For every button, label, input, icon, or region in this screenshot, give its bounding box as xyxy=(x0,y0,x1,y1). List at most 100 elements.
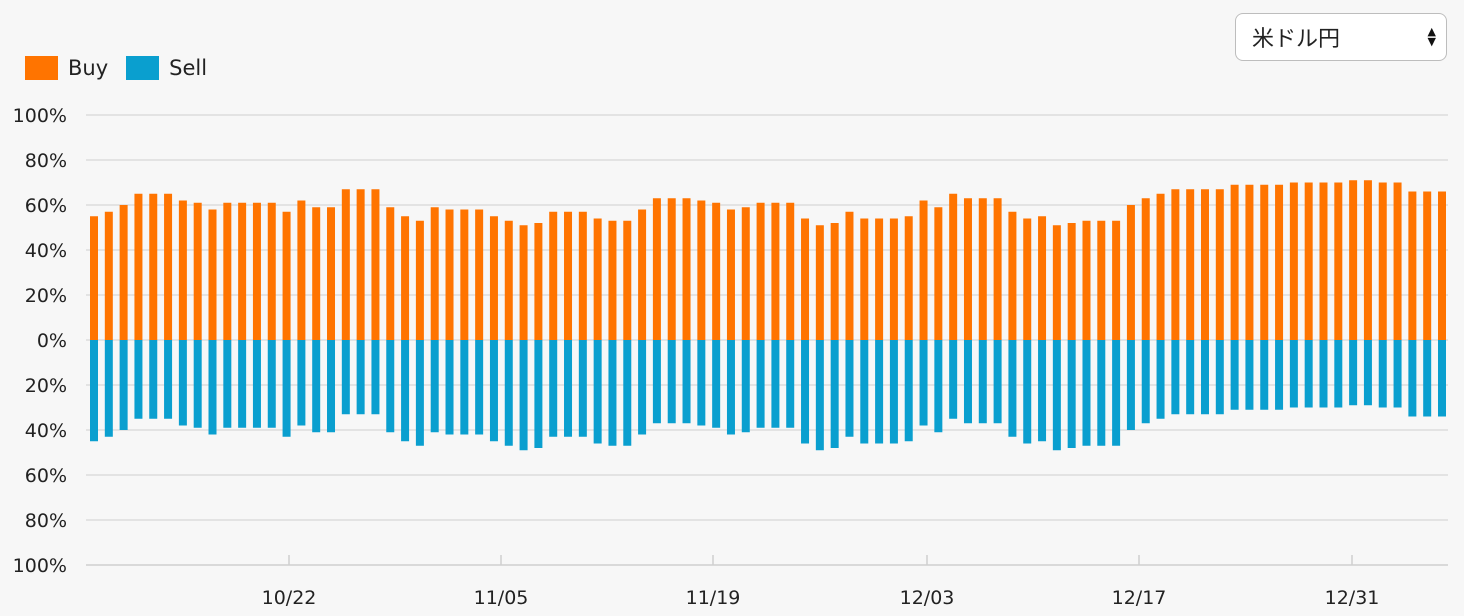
bar-sell xyxy=(1112,340,1121,446)
bar-sell xyxy=(119,340,128,430)
bar-buy xyxy=(312,207,321,340)
bar-sell xyxy=(593,340,602,444)
bar-buy xyxy=(193,202,202,340)
currency-pair-select[interactable]: 米ドル円 ▲ ▼ xyxy=(1235,13,1447,61)
bar-sell xyxy=(1423,340,1432,417)
bar-buy xyxy=(1260,184,1269,340)
bar-buy xyxy=(1393,182,1402,340)
bar-sell xyxy=(652,340,661,424)
bar-sell xyxy=(549,340,558,437)
bar-buy xyxy=(978,198,987,340)
bar-buy xyxy=(297,200,306,340)
bar-sell xyxy=(934,340,943,433)
bar-sell xyxy=(1319,340,1328,408)
bar-buy xyxy=(741,207,750,340)
x-tick-label: 12/03 xyxy=(900,587,955,609)
bar-sell xyxy=(667,340,676,424)
bar-buy xyxy=(623,220,632,340)
bar-buy xyxy=(830,223,839,340)
bar-buy xyxy=(489,216,498,340)
bar-buy xyxy=(726,209,735,340)
bar-sell xyxy=(963,340,972,424)
bar-buy xyxy=(371,189,380,340)
bar-sell xyxy=(475,340,484,435)
bar-buy xyxy=(341,189,350,340)
bar-sell xyxy=(830,340,839,448)
bar-buy xyxy=(801,218,810,340)
bar-buy xyxy=(860,218,869,340)
x-tick-label: 12/17 xyxy=(1112,587,1167,609)
bar-sell xyxy=(489,340,498,442)
bar-buy xyxy=(1245,184,1254,340)
bar-buy xyxy=(845,211,854,340)
bar-sell xyxy=(401,340,410,442)
bar-buy xyxy=(282,211,291,340)
bar-buy xyxy=(327,207,336,340)
bar-buy xyxy=(208,209,217,340)
bar-buy xyxy=(1304,182,1313,340)
bar-buy xyxy=(904,216,913,340)
bar-sell xyxy=(978,340,987,424)
bar-buy xyxy=(667,198,676,340)
bar-sell xyxy=(1275,340,1284,410)
bar-buy xyxy=(1363,180,1372,340)
bar-buy xyxy=(1023,218,1032,340)
bar-buy xyxy=(889,218,898,340)
bar-sell xyxy=(578,340,587,437)
x-tick-label: 10/22 xyxy=(262,587,317,609)
bar-buy xyxy=(401,216,410,340)
bar-sell xyxy=(1126,340,1135,430)
y-tick-label: 60% xyxy=(25,195,67,217)
bar-sell xyxy=(504,340,513,446)
bar-sell xyxy=(875,340,884,444)
bar-sell xyxy=(178,340,187,426)
bar-sell xyxy=(534,340,543,448)
bar-buy xyxy=(223,202,232,340)
bar-sell xyxy=(860,340,869,444)
x-tick-label: 11/19 xyxy=(686,587,741,609)
bar-buy xyxy=(1082,220,1091,340)
bar-sell xyxy=(993,340,1002,424)
bar-buy xyxy=(949,193,958,340)
bar-sell xyxy=(1289,340,1298,408)
bar-sell xyxy=(1186,340,1195,415)
bar-sell xyxy=(741,340,750,433)
bar-sell xyxy=(623,340,632,446)
bar-sell xyxy=(1349,340,1358,406)
bar-sell xyxy=(1304,340,1313,408)
bar-sell xyxy=(386,340,395,433)
y-tick-label: 40% xyxy=(25,420,67,442)
y-tick-label: 0% xyxy=(37,330,67,352)
bar-buy xyxy=(1052,225,1061,340)
bar-buy xyxy=(1008,211,1017,340)
legend-swatch-sell xyxy=(126,56,160,80)
bar-sell xyxy=(1260,340,1269,410)
bar-sell xyxy=(608,340,617,446)
y-tick-label: 100% xyxy=(13,555,67,577)
bar-buy xyxy=(815,225,824,340)
bar-buy xyxy=(771,202,780,340)
y-tick-label: 60% xyxy=(25,465,67,487)
bar-sell xyxy=(564,340,573,437)
bar-sell xyxy=(889,340,898,444)
bar-sell xyxy=(1067,340,1076,448)
bar-buy xyxy=(993,198,1002,340)
bar-sell xyxy=(223,340,232,428)
bar-sell xyxy=(1378,340,1387,408)
y-tick-label: 80% xyxy=(25,150,67,172)
bar-sell xyxy=(1408,340,1417,417)
bar-sell xyxy=(1363,340,1372,406)
x-tick-label: 11/05 xyxy=(474,587,529,609)
bar-buy xyxy=(1408,191,1417,340)
bar-sell xyxy=(445,340,454,435)
bar-buy xyxy=(1126,205,1135,340)
bar-buy xyxy=(1275,184,1284,340)
legend-item-sell: Sell xyxy=(126,56,207,80)
bar-sell xyxy=(756,340,765,428)
bar-sell xyxy=(845,340,854,437)
bar-buy xyxy=(164,193,173,340)
bar-buy xyxy=(638,209,647,340)
bar-sell xyxy=(638,340,647,435)
bar-sell xyxy=(238,340,247,428)
